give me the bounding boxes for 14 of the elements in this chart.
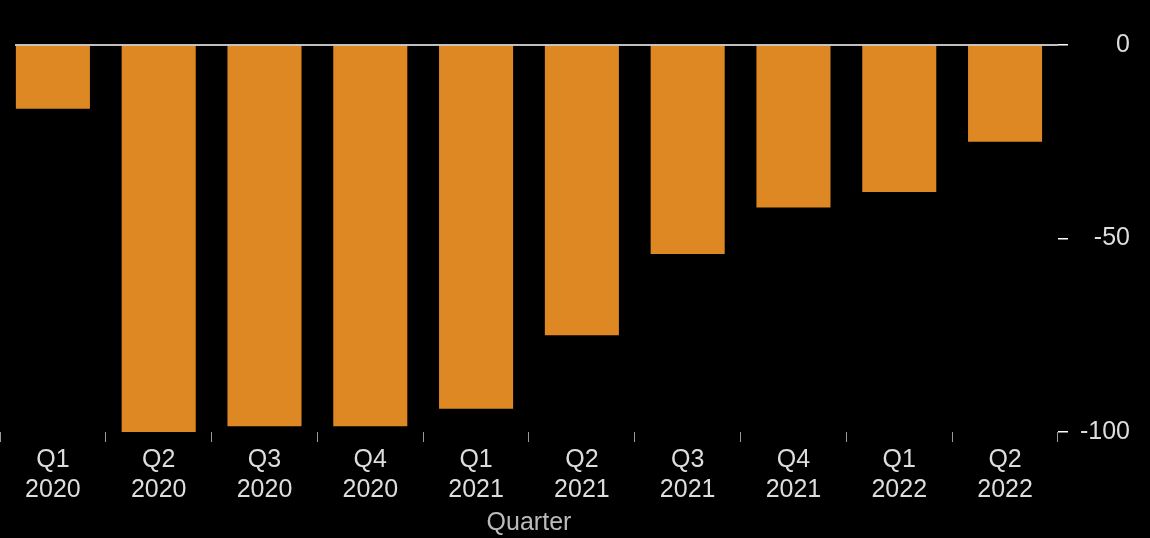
- x-tick-label: Q1 2022: [871, 443, 928, 502]
- x-tick-label: Q1 2020: [25, 443, 81, 502]
- x-axis-title: Quarter: [486, 506, 572, 535]
- x-tick-label: Q4 2021: [765, 443, 822, 502]
- x-tick-label: Q1 2021: [448, 443, 504, 502]
- y-tick-label: 0: [1116, 28, 1130, 57]
- x-tick-label: Q3 2021: [659, 443, 716, 502]
- y-tick-label: -100: [1079, 415, 1130, 444]
- x-tick-label: Q2 2020: [130, 443, 187, 502]
- x-tick-label: Q2 2021: [554, 443, 610, 502]
- x-tick-label: Q4 2020: [342, 443, 399, 502]
- x-tick-label: Q3 2020: [236, 443, 293, 502]
- y-tick-label: -50: [1093, 222, 1130, 251]
- x-tick-label: Q2 2022: [977, 443, 1033, 502]
